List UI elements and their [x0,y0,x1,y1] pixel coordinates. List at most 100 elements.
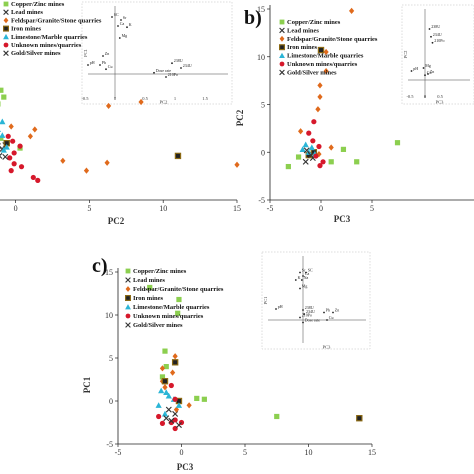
data-point [394,140,401,146]
x-axis-title: PC3 [334,214,351,224]
legend-marker [279,35,285,42]
legend-marker [125,286,131,292]
legend-marker [125,268,131,274]
data-point [356,415,363,422]
y-tick-label: 10 [105,311,113,320]
series-copper-zinc-mines [147,284,280,420]
inset-loading-label: 238U [431,24,440,29]
data-point [165,406,172,413]
inset-loading-point [326,319,328,321]
data-point [175,310,181,316]
series-feldspar-granite-stone-quarries [298,7,355,158]
inset-y-title: PC1 [263,297,268,305]
inset-loading-point [180,67,182,69]
inset-x-title: PC3 [323,345,332,350]
legend-label: Iron mines [133,295,164,302]
x-tick-label: 10 [305,448,313,457]
data-point [310,138,316,144]
inset-loading-label: Sr [302,268,306,273]
inset-loading-label: pH [278,304,283,309]
series-unknown-mines-quarries [306,119,326,169]
data-point [35,177,41,183]
legend-label: Copper/Zinc mines [287,19,341,26]
series-gold-silver-mines [0,152,9,160]
legend-marker [279,69,285,76]
data-point [138,98,144,106]
series-iron-mines [161,359,363,422]
inset-y-title: PC2 [403,51,408,59]
y-axis-title: PC2 [235,109,245,126]
data-point [328,159,334,165]
legend-label: Lead mines [287,27,319,34]
inset-loading-point [87,64,89,66]
inset-loading-label: Zn [105,51,109,56]
legend-label: Gold/Silver mines [287,69,337,76]
legend-label: Unknown mines/quarries [133,313,204,320]
legend-marker [279,61,285,67]
legend-marker [279,19,285,25]
data-point [83,167,90,174]
data-point [105,102,112,110]
inset-loading-point [427,73,429,75]
inset-loading-point [171,62,173,65]
inset-loading-point [99,64,101,66]
inset-loading-label: SC [308,268,313,273]
legend-label: Iron mines [287,44,318,51]
data-point [159,374,166,380]
inset-loading-label: Mg [302,284,308,289]
data-point [0,130,2,133]
legend-marker [3,17,9,24]
series-gold-silver-mines [303,147,314,159]
data-point [172,396,178,402]
inset-loading-label: SC [114,12,119,17]
data-point [155,402,162,408]
x-tick-label: -5 [115,448,122,457]
inset-x-title: PC2 [160,100,168,105]
inset-loading-point [430,35,432,38]
inset-x-tick: 0.5 [142,96,148,101]
data-point [311,119,317,125]
inset-loading-point [117,25,119,27]
inset-loading-label: pH [90,60,95,65]
data-point [158,387,165,394]
series-unknown-mines-quarries [156,382,185,432]
inset-loading-label: 234U [183,63,192,68]
data-point [316,151,322,158]
y-tick-label: 0 [109,397,113,406]
inset-frame [401,4,474,105]
data-point [10,138,16,144]
inset-loading-point [410,70,413,72]
inset-loading-label: 234U [306,309,315,314]
legend-marker [124,295,131,302]
data-point [104,159,110,166]
data-point [323,67,329,75]
data-point [27,133,33,140]
data-point [340,146,347,152]
data-point [2,153,9,160]
y-tick-label: 5 [261,101,265,110]
x-tick-label: 15 [368,448,376,457]
x-tick-label: 0 [319,204,323,213]
inset-loading-label: 234U [433,32,442,37]
legend-label: Feldspar/Granite/Stone quarries [11,17,102,24]
data-point [317,82,323,89]
data-point [32,126,38,133]
data-point [302,141,309,148]
inset-loading-point [302,275,304,277]
inset-loading-point [305,271,307,274]
data-point [11,150,17,156]
data-point [1,94,7,100]
legend-marker [2,25,10,32]
data-point [201,396,207,402]
data-point [163,364,169,370]
inset-loading-point [300,279,303,281]
inset-loading-label: Mg [425,63,431,68]
inset-loading-point [105,68,107,71]
data-point [173,406,180,413]
inset-loading-point [102,55,104,57]
inset-loading-label: 210Po [302,313,312,318]
